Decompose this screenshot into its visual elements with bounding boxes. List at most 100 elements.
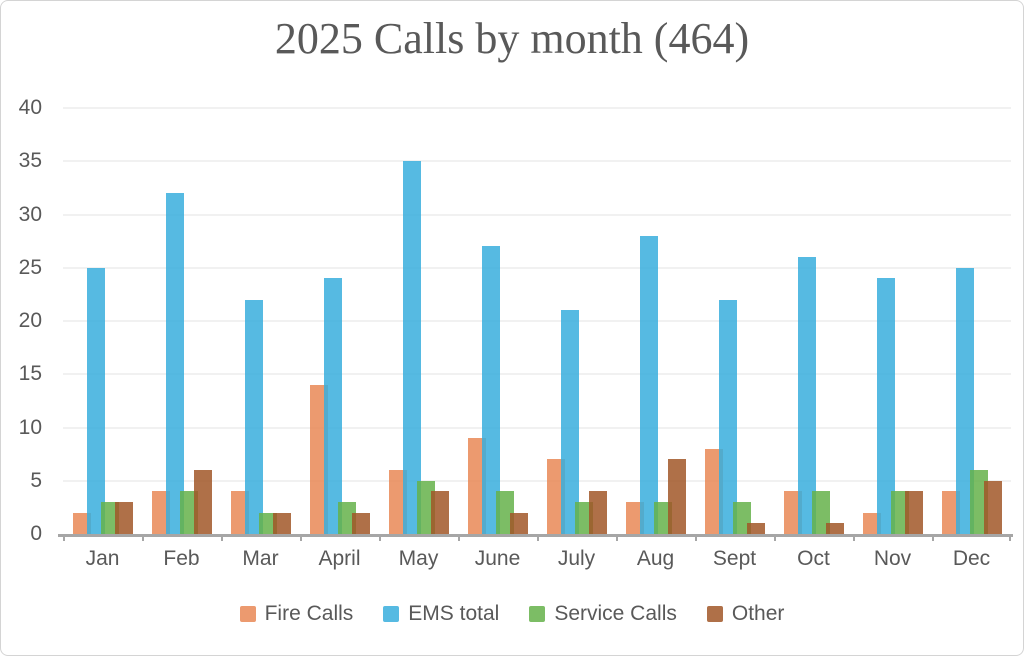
bar-group-dec <box>932 108 1011 534</box>
x-axis-tick <box>932 534 934 541</box>
bar-group-mar <box>221 108 300 534</box>
y-tick-label-10: 10 <box>18 415 42 439</box>
y-tick-label-35: 35 <box>18 149 42 173</box>
gridline-30 <box>63 213 1011 216</box>
legend-swatch-icon <box>706 606 723 622</box>
plot-area <box>58 107 1013 541</box>
bar-other-april <box>352 512 370 534</box>
bar-service-calls-july <box>575 502 593 534</box>
bar-other-dec <box>984 480 1002 534</box>
bar-other-mar <box>273 512 291 534</box>
bar-service-calls-oct <box>812 491 830 534</box>
bar-ems-total-aug <box>640 235 658 534</box>
bar-fire-calls-mar <box>231 491 249 534</box>
bar-other-jan <box>115 502 133 534</box>
x-tick-label-dec: Dec <box>952 547 991 570</box>
bar-other-oct <box>826 523 844 534</box>
bar-ems-total-april <box>324 278 342 534</box>
y-tick-label-0: 0 <box>30 522 42 545</box>
bar-other-may <box>431 491 449 534</box>
legend-item-service-calls: Service Calls <box>529 602 677 626</box>
bar-other-july <box>589 491 607 534</box>
bar-fire-calls-may <box>389 470 407 534</box>
bar-fire-calls-april <box>310 384 328 534</box>
bar-service-calls-nov <box>891 491 909 534</box>
y-tick-label-25: 25 <box>18 255 42 279</box>
bar-ems-total-mar <box>245 299 263 534</box>
y-tick-label-15: 15 <box>18 362 42 386</box>
bar-groups <box>63 108 1011 534</box>
bar-group-july <box>537 108 616 534</box>
bar-ems-total-oct <box>798 257 816 534</box>
bar-fire-calls-aug <box>626 502 644 534</box>
gridline-40 <box>63 107 1011 109</box>
x-tick-label-april: April <box>318 547 361 570</box>
bar-ems-total-july <box>561 310 579 534</box>
bar-fire-calls-feb <box>152 491 170 534</box>
bar-other-aug <box>668 459 686 534</box>
gridline-5 <box>63 479 1011 482</box>
chart-title: 2025 Calls by month (464) <box>274 14 750 63</box>
legend-item-fire-calls: Fire Calls <box>239 602 354 626</box>
bar-fire-calls-sept <box>705 448 723 534</box>
x-tick-label-july: July <box>557 547 596 570</box>
legend-item-other: Other <box>706 602 784 626</box>
legend: Fire Calls EMS total Service Calls Other <box>1 602 1023 626</box>
bar-service-calls-jan <box>101 502 119 534</box>
x-axis-tick <box>142 534 144 541</box>
x-axis-tick <box>379 534 381 541</box>
x-axis-tick <box>695 534 697 541</box>
gridline-35 <box>63 160 1011 163</box>
bar-ems-total-june <box>482 246 500 534</box>
bar-other-sept <box>747 523 765 534</box>
gridline-20 <box>63 320 1011 322</box>
bar-service-calls-aug <box>654 502 672 534</box>
x-tick-label-oct: Oct <box>797 547 830 570</box>
x-tick-label-may: May <box>398 547 439 570</box>
bar-service-calls-mar <box>259 512 277 534</box>
x-axis-tick <box>458 534 460 541</box>
bar-group-feb <box>142 108 221 534</box>
bar-fire-calls-nov <box>863 512 881 534</box>
x-tick-label-nov: Nov <box>873 547 912 570</box>
x-axis-tick <box>537 534 539 541</box>
bar-ems-total-jan <box>87 267 105 534</box>
legend-label: Service Calls <box>554 602 677 625</box>
legend-label: Fire Calls <box>264 602 354 625</box>
x-axis-tick <box>853 534 855 541</box>
gridline-10 <box>63 426 1011 429</box>
x-tick-label-june: June <box>474 547 521 570</box>
bar-group-may <box>379 108 458 534</box>
x-axis-tick <box>300 534 302 541</box>
bar-group-sept <box>695 108 774 534</box>
x-axis-labels: Jan Feb Mar April May June July Aug Sept Oct Nov De… <box>63 547 1011 571</box>
bar-other-feb <box>194 470 212 534</box>
bar-service-calls-feb <box>180 491 198 534</box>
legend-item-ems-total: EMS total <box>383 602 499 626</box>
gridline-15 <box>63 373 1011 376</box>
y-tick-label-5: 5 <box>30 468 42 492</box>
legend-swatch-icon <box>239 606 256 622</box>
bar-group-nov <box>853 108 932 534</box>
x-axis-tick <box>63 534 65 541</box>
legend-label: EMS total <box>408 602 500 625</box>
bar-other-june <box>510 512 528 534</box>
x-axis-line <box>58 534 1013 537</box>
bar-group-june <box>458 108 537 534</box>
gridline-25 <box>63 266 1011 269</box>
bar-group-aug <box>616 108 695 534</box>
bar-ems-total-nov <box>877 278 895 534</box>
bar-service-calls-sept <box>733 502 751 534</box>
x-axis-tick <box>1009 534 1011 541</box>
x-tick-label-feb: Feb <box>163 547 200 570</box>
bar-service-calls-may <box>417 480 435 534</box>
bar-ems-total-sept <box>719 299 737 534</box>
bar-service-calls-april <box>338 502 356 534</box>
legend-swatch-icon <box>383 606 400 622</box>
y-tick-label-20: 20 <box>18 309 42 332</box>
bar-ems-total-dec <box>956 267 974 534</box>
bar-group-jan <box>63 108 142 534</box>
bar-fire-calls-oct <box>784 491 802 534</box>
y-tick-label-40: 40 <box>18 96 42 119</box>
